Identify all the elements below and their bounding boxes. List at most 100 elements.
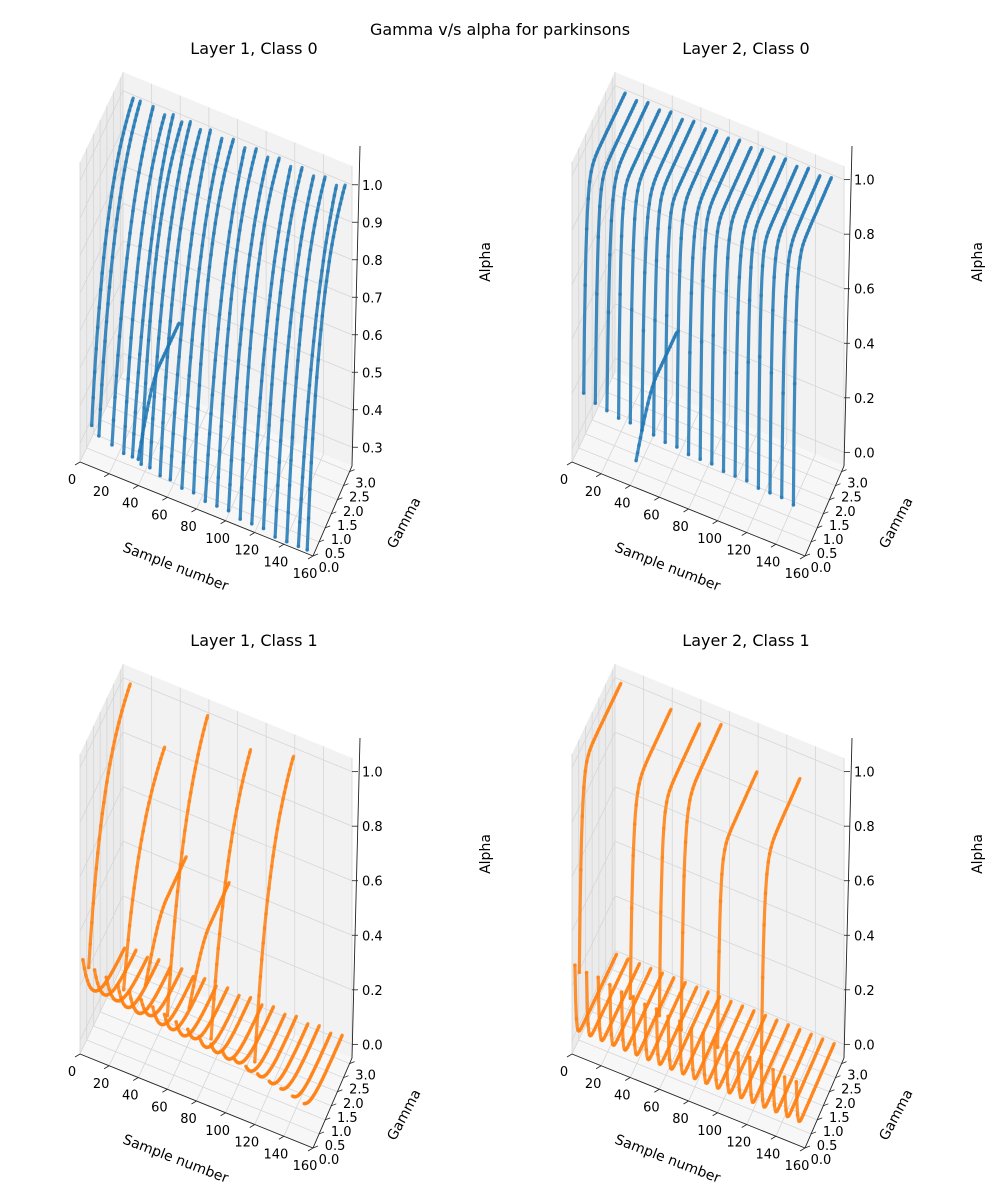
data-point xyxy=(831,1043,836,1047)
data-point xyxy=(822,1065,826,1070)
data-point xyxy=(171,149,176,154)
data-point xyxy=(216,946,221,951)
data-point xyxy=(757,354,762,359)
data-point xyxy=(121,451,126,456)
data-point xyxy=(750,171,754,176)
y-tick-label: 2.0 xyxy=(343,1097,364,1112)
data-point xyxy=(787,209,792,214)
data-point xyxy=(794,784,799,789)
data-point xyxy=(760,149,764,153)
data-point xyxy=(731,1054,736,1059)
data-point xyxy=(146,967,151,972)
data-point xyxy=(787,1081,792,1086)
data-point xyxy=(158,176,163,181)
data-point xyxy=(196,192,201,197)
data-point xyxy=(669,341,674,346)
data-point xyxy=(733,1081,737,1086)
data-point xyxy=(689,996,694,1001)
data-point xyxy=(194,759,199,764)
data-point xyxy=(785,1024,790,1029)
data-point xyxy=(677,268,682,273)
data-point xyxy=(692,782,697,787)
data-point xyxy=(777,233,782,238)
data-point xyxy=(194,993,199,998)
data-point xyxy=(226,882,231,887)
data-point xyxy=(647,753,652,758)
data-point xyxy=(748,1016,753,1021)
data-point xyxy=(273,1032,278,1037)
data-point xyxy=(197,987,202,992)
data-point xyxy=(121,131,126,136)
data-point xyxy=(245,274,250,279)
data-point xyxy=(660,724,665,729)
data-point xyxy=(620,156,624,161)
data-point xyxy=(209,1036,214,1041)
data-point xyxy=(783,1030,787,1035)
data-point xyxy=(103,790,108,794)
data-point xyxy=(297,520,302,524)
data-point xyxy=(271,364,276,369)
data-point xyxy=(702,759,707,763)
data-point xyxy=(630,133,635,138)
data-point xyxy=(174,187,179,191)
data-point xyxy=(670,165,675,170)
data-point xyxy=(670,1037,675,1042)
data-point xyxy=(770,1029,774,1033)
data-point xyxy=(289,1056,294,1061)
data-point xyxy=(808,1033,813,1038)
data-point xyxy=(98,407,103,412)
data-point xyxy=(725,198,730,202)
data-point xyxy=(624,183,628,188)
data-point xyxy=(164,261,169,266)
data-point xyxy=(683,169,688,174)
x-tick-label: 20 xyxy=(93,1077,110,1092)
data-point xyxy=(309,460,314,465)
y-tick-label: 0.5 xyxy=(325,547,346,562)
data-point xyxy=(797,1059,802,1063)
data-point xyxy=(182,436,187,441)
z-tick-label: 0.6 xyxy=(854,875,875,890)
data-point xyxy=(646,159,650,164)
data-point xyxy=(171,936,176,940)
data-point xyxy=(693,221,698,226)
data-point xyxy=(718,1083,723,1087)
data-point xyxy=(675,1058,679,1062)
x-tick xyxy=(566,1053,573,1058)
data-point xyxy=(118,714,123,719)
data-point xyxy=(342,185,347,190)
data-point xyxy=(652,1018,656,1023)
data-point xyxy=(752,774,757,779)
data-point xyxy=(636,121,641,125)
data-point xyxy=(627,140,632,145)
data-point xyxy=(673,774,678,779)
data-point xyxy=(673,1061,678,1066)
data-point xyxy=(803,174,807,179)
data-point xyxy=(286,229,291,234)
data-series xyxy=(573,681,836,1124)
data-point xyxy=(592,998,597,1003)
data-point xyxy=(179,122,184,127)
data-point xyxy=(240,210,245,215)
data-point xyxy=(242,773,247,777)
data-point xyxy=(725,1082,730,1087)
data-point xyxy=(160,121,165,125)
data-point xyxy=(712,736,717,741)
data-point xyxy=(682,207,686,212)
data-point xyxy=(88,942,93,946)
data-point xyxy=(823,190,828,194)
y-tick xyxy=(343,1075,349,1079)
data-point xyxy=(738,806,743,811)
data-point xyxy=(630,166,634,171)
data-point xyxy=(650,1051,655,1056)
data-point xyxy=(580,814,585,819)
data-point xyxy=(281,1043,285,1048)
data-point xyxy=(681,143,685,147)
data-point xyxy=(652,988,657,993)
data-point xyxy=(250,232,255,237)
data-point xyxy=(741,1032,746,1037)
data-point xyxy=(751,236,756,241)
data-point xyxy=(679,119,684,123)
data-point xyxy=(621,1037,625,1042)
data-point xyxy=(805,167,810,172)
data-point xyxy=(799,1086,804,1090)
